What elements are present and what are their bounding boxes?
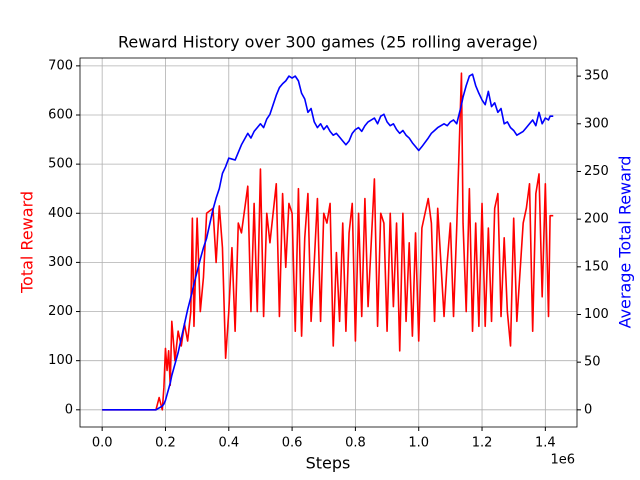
x-tick-label: 0.4 — [218, 436, 239, 451]
x-tick-label: 1.4 — [535, 436, 556, 451]
x-axis-label: Steps — [306, 454, 351, 473]
y-axis-label: Total Reward — [18, 191, 37, 294]
y2-axis-label: Average Total Reward — [616, 156, 635, 329]
x-tick-label: 1.2 — [472, 436, 493, 451]
y-tick-label: 300 — [48, 255, 73, 270]
x-tick-label: 1.0 — [408, 436, 429, 451]
y2-tick-label: 50 — [584, 355, 601, 370]
y2-tick-label: 300 — [584, 116, 609, 131]
chart-title: Reward History over 300 games (25 rollin… — [118, 33, 538, 52]
y2-tick-label: 200 — [584, 212, 609, 227]
y-tick-label: 400 — [48, 206, 73, 221]
y2-tick-label: 0 — [584, 402, 592, 417]
y-tick-label: 200 — [48, 304, 73, 319]
y-tick-label: 600 — [48, 107, 73, 122]
series-line — [102, 72, 554, 411]
y2-tick-label: 250 — [584, 164, 609, 179]
y2-tick-label: 350 — [584, 69, 609, 84]
y-tick-label: 100 — [48, 353, 73, 368]
x-tick-label: 0.2 — [155, 436, 176, 451]
y-tick-label: 500 — [48, 157, 73, 172]
x-tick-label: 0.8 — [345, 436, 366, 451]
y-tick-label: 0 — [65, 402, 73, 417]
x-tick-label: 0.6 — [282, 436, 303, 451]
y2-tick-label: 150 — [584, 259, 609, 274]
x-tick-label: 0.0 — [92, 436, 113, 451]
y2-tick-label: 100 — [584, 307, 609, 322]
y-tick-label: 700 — [48, 58, 73, 73]
series-line — [102, 73, 554, 411]
x-offset-label: 1e6 — [550, 453, 575, 468]
plot-frame — [79, 57, 578, 428]
